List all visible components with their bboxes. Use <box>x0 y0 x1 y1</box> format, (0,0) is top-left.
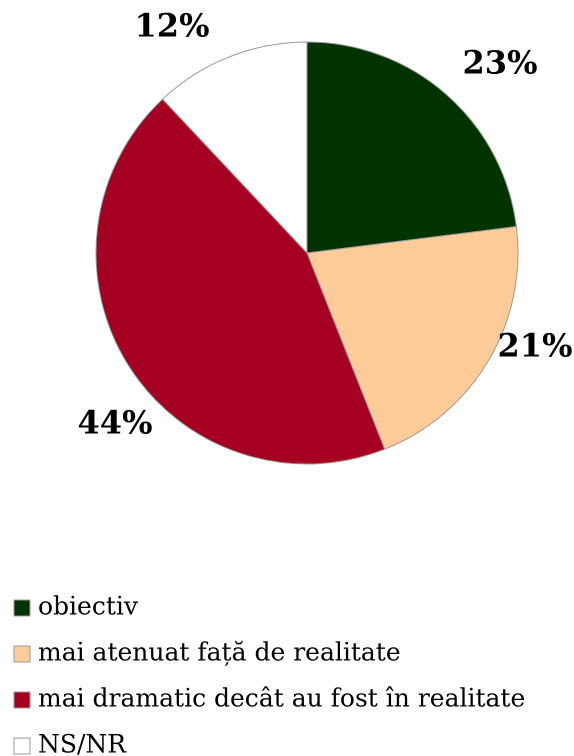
legend-swatch <box>13 599 31 617</box>
pie-slice <box>306 225 519 450</box>
legend-label: NS/NR <box>38 730 127 756</box>
pie-slice <box>95 98 386 465</box>
pie-slice <box>161 41 308 255</box>
pie-slice <box>306 41 517 254</box>
legend-swatch <box>13 645 31 663</box>
data-label: 12% <box>135 7 210 45</box>
legend-swatch <box>13 737 31 755</box>
legend-label: obiectiv <box>38 592 139 621</box>
data-label: 21% <box>498 327 573 365</box>
legend-swatch <box>13 691 31 709</box>
data-label: 44% <box>78 404 153 442</box>
data-label: 23% <box>463 44 538 82</box>
legend-label: mai dramatic decât au fost în realitate <box>38 684 525 713</box>
legend-label: mai atenuat față de realitate <box>38 638 401 667</box>
